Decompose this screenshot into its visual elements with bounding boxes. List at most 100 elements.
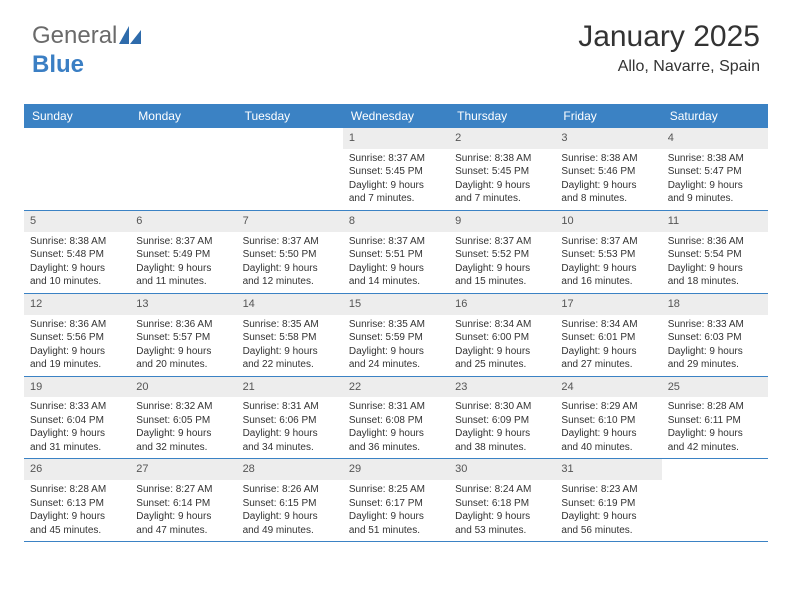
day-body: Sunrise: 8:33 AMSunset: 6:04 PMDaylight:… xyxy=(24,397,130,458)
day-body: Sunrise: 8:32 AMSunset: 6:05 PMDaylight:… xyxy=(130,397,236,458)
calendar-cell: 29Sunrise: 8:25 AMSunset: 6:17 PMDayligh… xyxy=(343,459,449,542)
sunset: Sunset: 5:47 PM xyxy=(668,165,762,179)
daylight-line2: and 51 minutes. xyxy=(349,524,443,538)
calendar-cell: 8Sunrise: 8:37 AMSunset: 5:51 PMDaylight… xyxy=(343,210,449,293)
sunset: Sunset: 6:11 PM xyxy=(668,414,762,428)
calendar-cell: 3Sunrise: 8:38 AMSunset: 5:46 PMDaylight… xyxy=(555,128,661,210)
sunset: Sunset: 5:51 PM xyxy=(349,248,443,262)
calendar-row: 19Sunrise: 8:33 AMSunset: 6:04 PMDayligh… xyxy=(24,376,768,459)
day-body: Sunrise: 8:34 AMSunset: 6:01 PMDaylight:… xyxy=(555,315,661,376)
sunset: Sunset: 6:01 PM xyxy=(561,331,655,345)
daylight-line1: Daylight: 9 hours xyxy=(561,345,655,359)
daylight-line2: and 32 minutes. xyxy=(136,441,230,455)
daylight-line1: Daylight: 9 hours xyxy=(243,510,337,524)
day-number: 16 xyxy=(449,294,555,315)
calendar-cell: 4Sunrise: 8:38 AMSunset: 5:47 PMDaylight… xyxy=(662,128,768,210)
sunset: Sunset: 5:53 PM xyxy=(561,248,655,262)
sunset: Sunset: 5:50 PM xyxy=(243,248,337,262)
day-number: 10 xyxy=(555,211,661,232)
day-body: Sunrise: 8:37 AMSunset: 5:53 PMDaylight:… xyxy=(555,232,661,293)
daylight-line1: Daylight: 9 hours xyxy=(136,262,230,276)
calendar-cell: 7Sunrise: 8:37 AMSunset: 5:50 PMDaylight… xyxy=(237,210,343,293)
day-number: 19 xyxy=(24,377,130,398)
sunset: Sunset: 5:56 PM xyxy=(30,331,124,345)
sunrise: Sunrise: 8:31 AM xyxy=(349,400,443,414)
day-body: Sunrise: 8:38 AMSunset: 5:47 PMDaylight:… xyxy=(662,149,768,210)
sunrise: Sunrise: 8:38 AM xyxy=(455,152,549,166)
calendar-cell: 25Sunrise: 8:28 AMSunset: 6:11 PMDayligh… xyxy=(662,376,768,459)
daylight-line1: Daylight: 9 hours xyxy=(668,262,762,276)
day-body: Sunrise: 8:38 AMSunset: 5:46 PMDaylight:… xyxy=(555,149,661,210)
sunset: Sunset: 5:45 PM xyxy=(349,165,443,179)
daylight-line1: Daylight: 9 hours xyxy=(136,510,230,524)
daylight-line2: and 40 minutes. xyxy=(561,441,655,455)
daylight-line2: and 42 minutes. xyxy=(668,441,762,455)
sunrise: Sunrise: 8:34 AM xyxy=(455,318,549,332)
calendar-cell: 30Sunrise: 8:24 AMSunset: 6:18 PMDayligh… xyxy=(449,459,555,542)
calendar-cell xyxy=(662,459,768,542)
sunrise: Sunrise: 8:36 AM xyxy=(668,235,762,249)
day-body: Sunrise: 8:37 AMSunset: 5:45 PMDaylight:… xyxy=(343,149,449,210)
sunset: Sunset: 6:04 PM xyxy=(30,414,124,428)
calendar-cell: 18Sunrise: 8:33 AMSunset: 6:03 PMDayligh… xyxy=(662,293,768,376)
calendar-cell: 26Sunrise: 8:28 AMSunset: 6:13 PMDayligh… xyxy=(24,459,130,542)
daylight-line1: Daylight: 9 hours xyxy=(668,179,762,193)
day-number: 1 xyxy=(343,128,449,149)
weekday-header: Saturday xyxy=(662,104,768,128)
day-number: 21 xyxy=(237,377,343,398)
sunrise: Sunrise: 8:32 AM xyxy=(136,400,230,414)
day-number: 6 xyxy=(130,211,236,232)
sunset: Sunset: 5:52 PM xyxy=(455,248,549,262)
day-body: Sunrise: 8:38 AMSunset: 5:45 PMDaylight:… xyxy=(449,149,555,210)
sunset: Sunset: 5:59 PM xyxy=(349,331,443,345)
daylight-line1: Daylight: 9 hours xyxy=(136,345,230,359)
day-body: Sunrise: 8:34 AMSunset: 6:00 PMDaylight:… xyxy=(449,315,555,376)
daylight-line2: and 45 minutes. xyxy=(30,524,124,538)
calendar-cell: 15Sunrise: 8:35 AMSunset: 5:59 PMDayligh… xyxy=(343,293,449,376)
weekday-header: Wednesday xyxy=(343,104,449,128)
sunset: Sunset: 5:57 PM xyxy=(136,331,230,345)
calendar-cell xyxy=(24,128,130,210)
daylight-line2: and 11 minutes. xyxy=(136,275,230,289)
sunrise: Sunrise: 8:33 AM xyxy=(668,318,762,332)
daylight-line2: and 14 minutes. xyxy=(349,275,443,289)
sunset: Sunset: 6:18 PM xyxy=(455,497,549,511)
day-number: 14 xyxy=(237,294,343,315)
sunrise: Sunrise: 8:25 AM xyxy=(349,483,443,497)
day-number: 18 xyxy=(662,294,768,315)
day-body: Sunrise: 8:33 AMSunset: 6:03 PMDaylight:… xyxy=(662,315,768,376)
sunrise: Sunrise: 8:23 AM xyxy=(561,483,655,497)
day-number: 31 xyxy=(555,459,661,480)
sunrise: Sunrise: 8:29 AM xyxy=(561,400,655,414)
day-number: 2 xyxy=(449,128,555,149)
day-body: Sunrise: 8:26 AMSunset: 6:15 PMDaylight:… xyxy=(237,480,343,541)
day-number xyxy=(130,128,236,149)
daylight-line2: and 34 minutes. xyxy=(243,441,337,455)
day-number: 7 xyxy=(237,211,343,232)
daylight-line2: and 49 minutes. xyxy=(243,524,337,538)
daylight-line1: Daylight: 9 hours xyxy=(455,179,549,193)
daylight-line1: Daylight: 9 hours xyxy=(668,427,762,441)
daylight-line1: Daylight: 9 hours xyxy=(561,510,655,524)
calendar-cell: 2Sunrise: 8:38 AMSunset: 5:45 PMDaylight… xyxy=(449,128,555,210)
daylight-line1: Daylight: 9 hours xyxy=(561,179,655,193)
sunrise: Sunrise: 8:37 AM xyxy=(349,235,443,249)
sunrise: Sunrise: 8:30 AM xyxy=(455,400,549,414)
weekday-header: Friday xyxy=(555,104,661,128)
logo-text-general: General xyxy=(32,22,117,49)
day-number: 17 xyxy=(555,294,661,315)
calendar-cell: 9Sunrise: 8:37 AMSunset: 5:52 PMDaylight… xyxy=(449,210,555,293)
calendar-cell: 10Sunrise: 8:37 AMSunset: 5:53 PMDayligh… xyxy=(555,210,661,293)
calendar-cell: 31Sunrise: 8:23 AMSunset: 6:19 PMDayligh… xyxy=(555,459,661,542)
daylight-line2: and 24 minutes. xyxy=(349,358,443,372)
daylight-line2: and 10 minutes. xyxy=(30,275,124,289)
calendar-cell: 11Sunrise: 8:36 AMSunset: 5:54 PMDayligh… xyxy=(662,210,768,293)
day-number: 22 xyxy=(343,377,449,398)
day-number: 12 xyxy=(24,294,130,315)
sunset: Sunset: 5:49 PM xyxy=(136,248,230,262)
calendar-cell: 14Sunrise: 8:35 AMSunset: 5:58 PMDayligh… xyxy=(237,293,343,376)
calendar-cell xyxy=(237,128,343,210)
day-body: Sunrise: 8:37 AMSunset: 5:49 PMDaylight:… xyxy=(130,232,236,293)
logo-sail-icon xyxy=(119,23,141,51)
day-body: Sunrise: 8:25 AMSunset: 6:17 PMDaylight:… xyxy=(343,480,449,541)
